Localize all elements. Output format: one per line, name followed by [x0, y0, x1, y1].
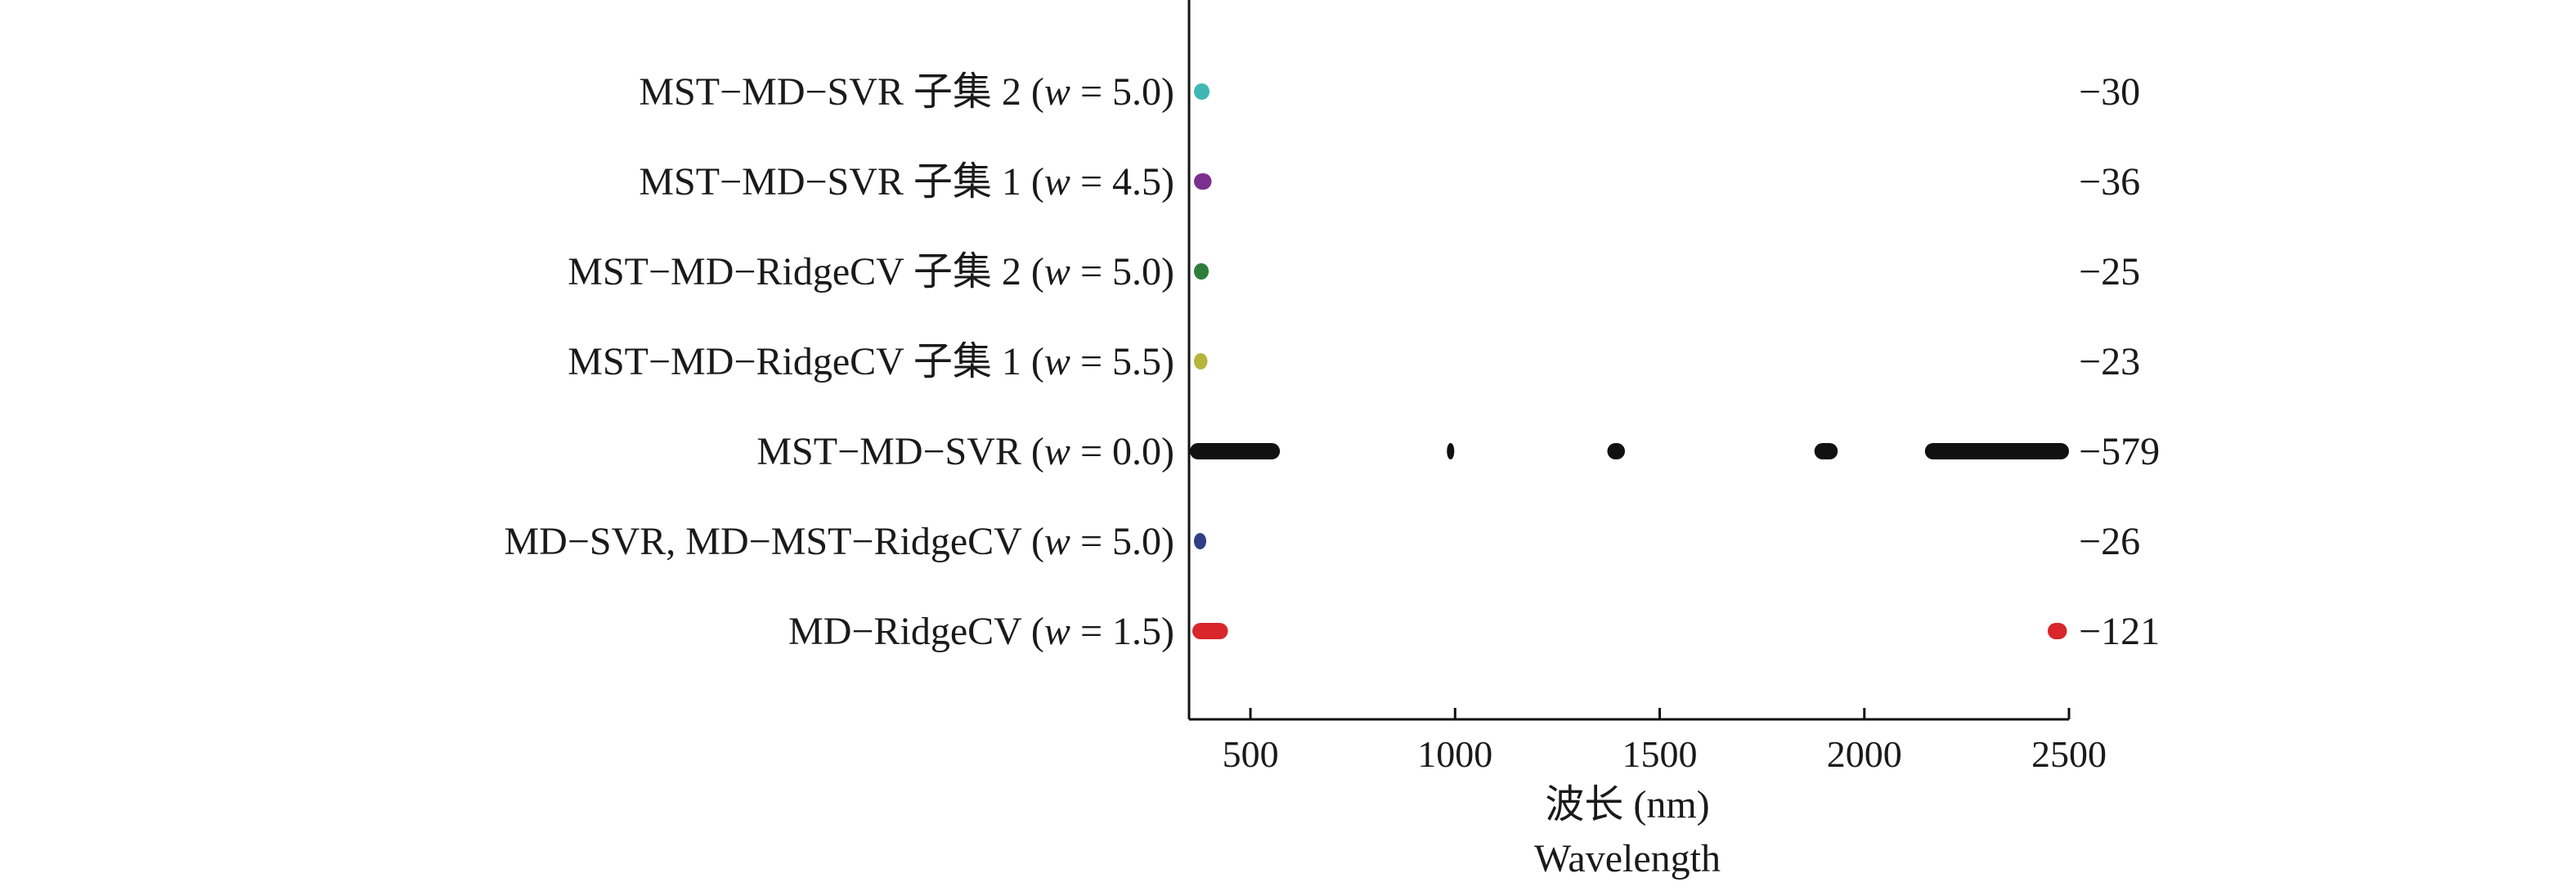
row-count-label: −25	[2079, 250, 2140, 293]
x-axis-title: 波长 (nm)	[1545, 783, 1709, 826]
row-label: MST−MD−SVR 子集 2 (w = 5.0)	[639, 70, 1174, 114]
row-count-label: −579	[2079, 430, 2160, 473]
rows-layer: MST−MD−SVR 子集 2 (w = 5.0) −30 MST−MD−SVR 子…	[505, 70, 2161, 653]
selected-band	[1924, 443, 2069, 459]
selected-band	[1190, 443, 1281, 459]
selected-band	[1192, 623, 1228, 639]
marks-layer	[1190, 83, 2069, 639]
selected-band	[1194, 533, 1207, 549]
selected-band	[1194, 173, 1212, 190]
row-label: MST−MD−SVR 子集 1 (w = 4.5)	[639, 160, 1174, 204]
row-count-label: −121	[2079, 610, 2160, 653]
axes-layer	[1187, 0, 2069, 721]
row-count-label: −26	[2079, 520, 2140, 563]
selected-band	[2047, 623, 2067, 639]
x-tick-label: 2000	[1827, 733, 1902, 775]
ticks-layer: 500 1000 1500 2000 2500	[1223, 708, 2107, 775]
row-label: MST−MD−RidgeCV 子集 2 (w = 5.0)	[568, 250, 1174, 293]
selected-band	[1194, 353, 1208, 369]
row-label: MST−MD−SVR (w = 0.0)	[756, 430, 1174, 473]
row-label: MD−RidgeCV (w = 1.5)	[788, 610, 1174, 653]
row-label: MD−SVR, MD−MST−RidgeCV (w = 5.0)	[505, 520, 1175, 563]
selected-band	[1194, 83, 1210, 100]
x-tick-label: 1000	[1417, 733, 1492, 775]
x-tick-label: 1500	[1622, 733, 1698, 775]
row-count-label: −36	[2079, 160, 2140, 204]
selected-band	[1447, 443, 1455, 459]
x-tick-label: 500	[1223, 733, 1279, 775]
selected-band	[1194, 263, 1209, 280]
selected-band	[1607, 443, 1625, 459]
row-count-label: −23	[2079, 340, 2140, 383]
x-axis-subtitle: Wavelength	[1534, 837, 1721, 880]
x-tick-label: 2500	[2031, 733, 2107, 775]
row-count-label: −30	[2079, 70, 2140, 114]
selected-band	[1814, 443, 1838, 459]
row-label: MST−MD−RidgeCV 子集 1 (w = 5.5)	[568, 340, 1174, 383]
